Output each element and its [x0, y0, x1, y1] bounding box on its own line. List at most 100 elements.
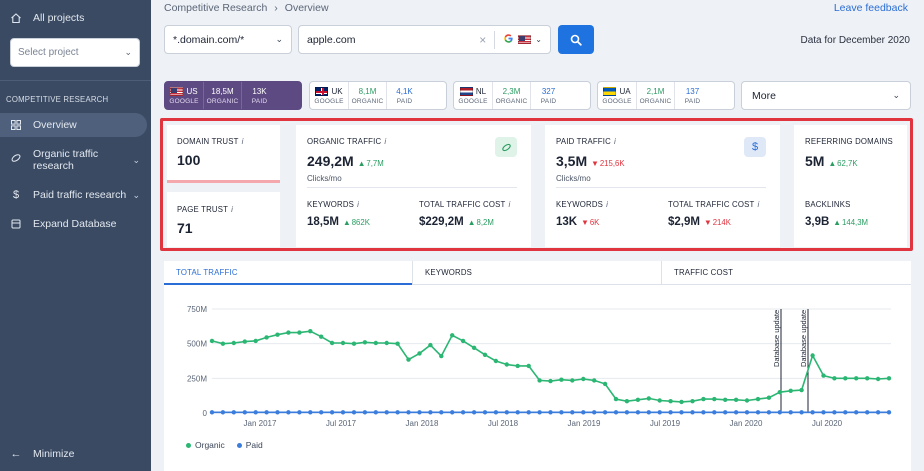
organic-data-point: [865, 376, 870, 381]
dollar-icon: $: [12, 189, 20, 201]
paid-data-point: [843, 410, 848, 415]
paid-keywords-change: 6K: [589, 218, 600, 227]
organic-data-point: [755, 396, 761, 402]
paid-data-point: [592, 410, 597, 415]
paid-data-point: [395, 410, 400, 415]
tab-traffic-cost[interactable]: TRAFFIC COST: [661, 261, 911, 285]
backlinks-value: 3,9B: [805, 216, 830, 228]
referring-domains-card: REFERRING DOMAINS 5M ▲62,7K BACKLINKS 3,9…: [794, 125, 907, 247]
paid-keywords-label: KEYWORDS i: [556, 200, 609, 209]
region-organic-value: 2,1M: [646, 86, 665, 96]
paid-data-point: [471, 410, 477, 415]
leaf-icon: [495, 137, 517, 157]
organic-data-point: [493, 358, 499, 364]
region-tab-ua[interactable]: UA GOOGLE 2,1M ORGANIC 137 PAID: [597, 81, 735, 110]
organic-data-point: [373, 340, 378, 346]
region-engine: GOOGLE: [458, 97, 488, 105]
region-tab-nl[interactable]: NL GOOGLE 2,3M ORGANIC 327 PAID: [453, 81, 591, 110]
domain-mode-select[interactable]: *.domain.com/* ⌄: [164, 25, 292, 54]
breadcrumb-item: Overview: [284, 2, 329, 14]
all-projects-link[interactable]: All projects: [0, 11, 151, 25]
domain-trust-label: DOMAIN TRUST i: [177, 137, 244, 146]
dollar-icon: $: [744, 137, 766, 157]
region-organic-value: 18,5M: [211, 86, 234, 96]
info-icon[interactable]: i: [606, 200, 609, 209]
organic-cost-change: 8,2M: [476, 218, 494, 227]
organic-data-point: [253, 338, 258, 344]
uk-flag-icon: [315, 86, 329, 96]
organic-keywords-change: 862K: [351, 218, 370, 227]
region-tab-uk[interactable]: UK GOOGLE 8,1M ORGANIC 4,1K PAID: [309, 81, 447, 110]
info-icon[interactable]: i: [613, 137, 616, 146]
paid-data-point: [362, 410, 368, 415]
leave-feedback-link[interactable]: Leave feedback: [833, 2, 908, 14]
more-label: More: [752, 89, 776, 102]
sidebar-item-paid-traffic[interactable]: $ Paid traffic research ⌄: [0, 188, 151, 202]
y-tick-label: 500M: [187, 340, 207, 349]
arrow-left-icon: ←: [10, 448, 22, 460]
sidebar-item-label: Expand Database: [33, 218, 117, 230]
info-icon[interactable]: i: [508, 200, 511, 209]
sidebar-item-expand-database[interactable]: Expand Database: [0, 217, 151, 231]
paid-data-point: [635, 410, 641, 415]
y-tick-label: 250M: [187, 374, 207, 383]
region-tab-us[interactable]: US GOOGLE 18,5M ORGANIC 13K PAID: [164, 81, 302, 110]
organic-data-point: [886, 376, 892, 381]
sidebar-divider: [0, 80, 151, 81]
minimize-button[interactable]: ← Minimize: [0, 447, 151, 461]
info-icon[interactable]: i: [241, 137, 244, 146]
breadcrumb: Competitive Research › Overview: [164, 2, 329, 14]
paid-data-point: [755, 410, 761, 415]
project-select[interactable]: Select project ⌄: [10, 38, 140, 67]
paid-data-point: [886, 410, 892, 415]
sidebar-item-organic-traffic[interactable]: Organic traffic research ⌄: [0, 148, 151, 172]
x-tick-label: Jul 2018: [488, 419, 519, 428]
page-trust-label: PAGE TRUST i: [177, 205, 234, 214]
organic-data-point: [613, 396, 619, 402]
referring-domains-change: 62,7K: [837, 159, 858, 168]
region-organic-label: ORGANIC: [639, 97, 672, 105]
tab-keywords[interactable]: KEYWORDS: [412, 261, 661, 285]
organic-data-point: [624, 399, 630, 404]
info-icon[interactable]: i: [231, 205, 234, 214]
organic-data-point: [286, 330, 291, 335]
paid-data-point: [875, 410, 881, 415]
organic-data-point: [635, 397, 641, 402]
info-icon[interactable]: i: [384, 137, 387, 146]
traffic-line-chart[interactable]: 750M 500M 250M 0 Jan 2017 Jul 2017 Jan 2018 Jul…: [164, 289, 911, 465]
paid-data-point: [570, 410, 575, 415]
organic-data-point: [821, 373, 826, 378]
organic-data-point: [733, 397, 739, 402]
divider: [307, 187, 517, 188]
legend-organic[interactable]: Organic: [186, 440, 225, 450]
domain-search-input[interactable]: apple.com × ⌄: [298, 25, 551, 54]
paid-data-point: [733, 410, 739, 415]
info-icon[interactable]: i: [357, 200, 360, 209]
grid-icon: [9, 118, 23, 132]
traffic-chart-panel: TOTAL TRAFFIC KEYWORDS TRAFFIC COST 750M…: [164, 261, 911, 471]
paid-traffic-value-row: 3,5M ▼215,6K: [556, 153, 625, 169]
clear-icon[interactable]: ×: [479, 32, 487, 47]
chevron-down-icon: ⌄: [275, 34, 283, 44]
organic-data-point: [351, 341, 357, 346]
paid-traffic-value: 3,5M: [556, 153, 588, 169]
organic-cost-value: $229,2M: [419, 216, 464, 228]
google-icon: [503, 33, 514, 47]
us-flag-icon: [170, 86, 184, 96]
paid-cost-value: $2,9M: [668, 216, 700, 228]
breadcrumb-item[interactable]: Competitive Research: [164, 2, 268, 14]
paid-data-point: [712, 410, 717, 415]
tab-total-traffic[interactable]: TOTAL TRAFFIC: [164, 261, 412, 285]
more-regions-select[interactable]: More ⌄: [741, 81, 911, 110]
chevron-down-icon: ⌄: [132, 189, 140, 200]
sidebar-item-overview[interactable]: Overview: [0, 113, 147, 137]
sidebar-item-label: Paid traffic research: [33, 189, 127, 201]
legend-paid[interactable]: Paid: [236, 440, 263, 450]
info-icon[interactable]: i: [757, 200, 760, 209]
region-organic-label: ORGANIC: [206, 97, 239, 105]
organic-traffic-value: 249,2M: [307, 153, 354, 169]
organic-keywords-value: 18,5M: [307, 216, 339, 228]
paid-data-point: [351, 410, 357, 415]
search-button[interactable]: [558, 25, 594, 54]
region-code: US: [186, 86, 198, 96]
